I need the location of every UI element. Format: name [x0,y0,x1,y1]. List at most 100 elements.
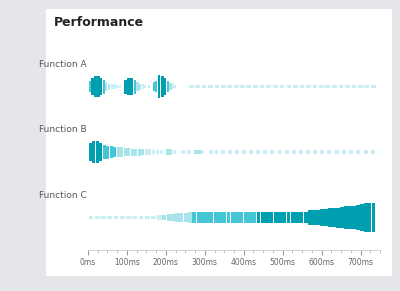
Bar [141,149,144,155]
Bar [127,78,130,95]
Bar [313,85,317,88]
Bar [157,215,162,220]
Bar [244,212,248,223]
Bar [246,85,251,88]
Bar [124,148,127,156]
Bar [356,150,360,154]
Bar [155,81,157,93]
Bar [364,85,369,88]
Bar [280,85,284,88]
Bar [169,149,172,155]
Bar [114,216,118,219]
Bar [248,212,252,223]
Bar [349,150,353,154]
Bar [270,212,273,223]
Bar [182,150,185,154]
Bar [240,85,245,88]
Bar [180,213,183,222]
Bar [148,149,152,155]
Bar [201,212,205,223]
Text: Function C: Function C [39,191,87,200]
Bar [306,150,310,154]
Bar [89,81,91,93]
Bar [160,150,163,155]
Bar [110,146,113,158]
Bar [208,85,212,88]
Bar [214,85,219,88]
Bar [235,150,239,154]
Bar [231,212,235,223]
Bar [172,84,174,89]
Bar [139,84,141,90]
Bar [158,75,160,98]
Bar [218,212,222,223]
Bar [127,148,130,156]
Bar [292,150,296,154]
Bar [184,213,188,222]
Bar [139,216,143,219]
Bar [227,85,232,88]
Bar [352,85,356,88]
Bar [295,212,299,223]
Bar [270,150,274,154]
Bar [256,150,260,154]
Bar [108,84,110,90]
Bar [106,146,110,159]
Text: Function B: Function B [39,125,87,134]
Bar [189,85,194,88]
Bar [256,212,260,223]
Bar [124,79,127,94]
Bar [368,203,372,232]
Bar [308,210,312,225]
Bar [222,212,226,223]
Bar [110,84,113,89]
Bar [202,85,206,88]
Bar [167,214,170,221]
Bar [187,150,191,154]
Bar [291,212,295,223]
Bar [299,150,302,154]
Bar [192,212,196,223]
Bar [89,143,92,162]
Bar [196,85,200,88]
Bar [201,150,204,154]
Bar [214,150,218,154]
Bar [103,145,106,159]
Bar [266,85,271,88]
Bar [194,150,197,155]
Bar [145,149,148,155]
Bar [132,216,137,219]
Bar [312,210,316,225]
Bar [304,212,308,223]
Bar [171,214,175,221]
Bar [344,206,348,229]
Bar [142,84,144,89]
Bar [119,85,121,88]
Bar [198,150,200,155]
Bar [105,82,108,91]
Bar [100,78,102,95]
Bar [326,85,330,88]
Bar [313,150,317,154]
Bar [113,84,116,89]
Bar [332,85,337,88]
Bar [340,207,344,228]
Bar [210,212,213,223]
Bar [240,212,243,223]
Bar [364,150,368,154]
Bar [320,209,324,226]
Bar [148,85,150,88]
Bar [108,216,112,219]
Bar [293,85,298,88]
Bar [252,212,256,223]
Bar [126,216,131,219]
Bar [227,212,230,223]
Bar [358,85,363,88]
Bar [166,149,169,155]
Bar [345,85,350,88]
Bar [228,150,232,154]
Bar [169,83,172,90]
Bar [95,216,100,219]
Bar [282,212,286,223]
Bar [235,212,239,223]
